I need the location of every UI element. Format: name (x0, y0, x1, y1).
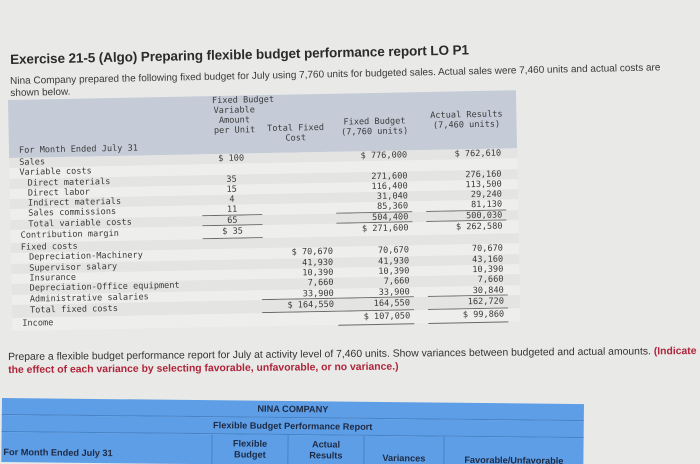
header-period-label: For Month Ended July 31 (18, 143, 139, 156)
exercise-title: Exercise 21-5 (Algo) Preparing flexible … (10, 42, 469, 67)
header-variable-amount: Variable Amount per Unit (213, 105, 256, 137)
col-favorable-unfavorable: Favorable/Unfavorable (443, 436, 584, 464)
per-unit-value: $ 35 (206, 225, 258, 239)
fixed-budget-table: Fixed Budget Variable Amount per Unit To… (8, 90, 521, 331)
col-actual-results: Actual Results (287, 434, 364, 464)
fixed-budget-table-body: Sales $ 100 $ 776,000 $ 762,610 Variable… (9, 148, 521, 331)
flexible-budget-report: NINA COMPANY Flexible Budget Performance… (1, 398, 584, 464)
col-period-label: For Month Ended July 31 (3, 447, 113, 459)
report-column-headers: For Month Ended July 31 Flexible Budget … (1, 431, 584, 464)
row-label: Sales (19, 157, 46, 168)
col-flexible-budget: Flexible Budget (211, 434, 288, 464)
fixed-budget-value: $ 107,050 (342, 310, 411, 324)
row-label: Income (22, 318, 54, 329)
instructions-text: Prepare a flexible budget performance re… (8, 346, 651, 363)
actual-value: $ 99,860 (432, 308, 505, 322)
header-total-fixed-cost: Total Fixed Cost (267, 122, 325, 144)
fixed-budget-table-header: Fixed Budget Variable Amount per Unit To… (8, 90, 518, 158)
instructions: Prepare a flexible budget performance re… (8, 345, 698, 377)
header-actual-results: Actual Results (7,460 units) (430, 109, 503, 131)
col-variances: Variances (363, 435, 444, 464)
header-fixed-budget: Fixed Budget (7,760 units) (340, 116, 409, 138)
total-fixed-value: $ 164,550 (266, 299, 334, 313)
fixed-budget-value: $ 271,600 (361, 223, 409, 235)
fixed-budget-value: 164,550 (342, 297, 410, 311)
